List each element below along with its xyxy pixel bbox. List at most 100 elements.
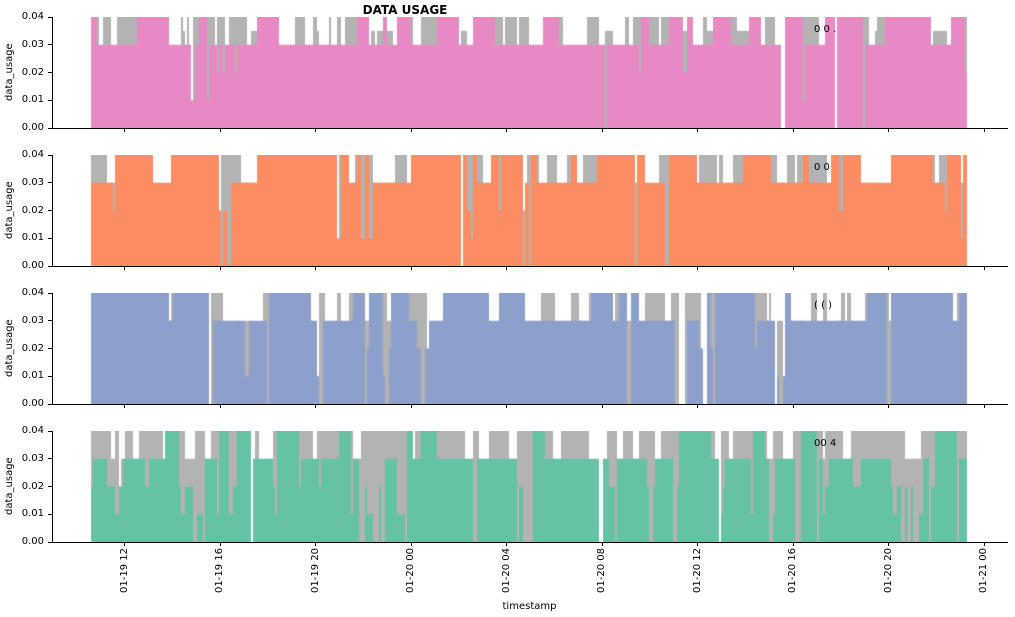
y-tick-label: 0.02 xyxy=(21,480,44,492)
x-tick-label: 01-19 16 xyxy=(214,548,225,593)
y-tick-mark xyxy=(48,348,52,349)
x-tick-mark xyxy=(410,266,412,270)
y-tick-label: 0.00 xyxy=(21,260,44,271)
y-tick-mark xyxy=(48,430,52,432)
subplot-4: data_usage 00 4 01-19 12 01-19 16 01-19 20… xyxy=(0,425,1015,593)
area-chart-canvas-3 xyxy=(53,293,1008,404)
y-tick-label: 0.01 xyxy=(21,232,44,244)
subplot-3: data_usage ( ( ) 0.00 0.01 0.02 0.03 0.04 xyxy=(0,287,1015,409)
plot-area-1: 0 0 . xyxy=(52,17,1008,132)
y-tick-mark xyxy=(48,458,52,460)
x-tick-mark xyxy=(410,542,412,546)
y-tick-label: 0.01 xyxy=(21,508,44,520)
y-tick-mark xyxy=(48,265,52,267)
x-tick-mark xyxy=(983,542,985,546)
x-tick-mark xyxy=(124,266,125,270)
y-tick-label: 0.02 xyxy=(21,66,44,78)
x-tick-mark xyxy=(792,128,794,132)
y-tick-mark xyxy=(48,154,52,156)
x-tick-mark xyxy=(315,404,316,408)
x-tick-label: 01-21 00 xyxy=(978,548,989,593)
x-tick-label: 01-20 20 xyxy=(882,548,894,593)
y-tick-mark xyxy=(48,72,52,73)
x-tick-mark xyxy=(506,404,507,408)
annotation-text-4: 00 4 xyxy=(814,438,837,449)
y-tick-label: 0.01 xyxy=(21,370,44,382)
y-tick-label: 0.01 xyxy=(21,94,44,106)
y-tick-mark xyxy=(48,16,52,18)
y-tick-mark xyxy=(48,513,52,515)
chart-title: DATA USAGE xyxy=(362,3,448,17)
y-tick-label: 0.03 xyxy=(21,38,44,50)
y-tick-label: 0.02 xyxy=(21,204,44,216)
y-tick-label: 0.02 xyxy=(21,342,44,354)
x-tick-mark xyxy=(697,404,698,408)
plot-area-2: 0 0 xyxy=(52,155,1008,270)
x-tick-mark xyxy=(888,542,889,546)
y-tick-mark xyxy=(48,237,52,239)
x-tick-mark xyxy=(219,542,221,546)
y-tick-label: 0.04 xyxy=(21,149,44,160)
y-tick-mark xyxy=(48,375,52,377)
plot-area-3: ( ( ) xyxy=(52,293,1008,408)
plot-area-4: 00 4 01-19 12 01-19 16 01-19 20 01-20 00 01-… xyxy=(52,431,1008,593)
subplot-1: data_usage 0 0 . 0.00 0.01 0.02 0.03 0.04 xyxy=(0,11,1015,133)
annotation-text-1: 0 0 . xyxy=(814,24,837,35)
y-tick-mark xyxy=(48,127,52,129)
x-tick-mark xyxy=(792,404,794,408)
x-tick-mark xyxy=(124,404,125,408)
y-tick-mark xyxy=(48,320,52,322)
y-tick-label: 0.00 xyxy=(21,398,44,409)
x-tick-label: 01-20 16 xyxy=(787,548,798,593)
x-tick-mark xyxy=(315,128,316,132)
x-tick-mark xyxy=(601,266,603,270)
y-tick-label: 0.04 xyxy=(21,11,44,22)
y-tick-label: 0.00 xyxy=(21,122,44,133)
x-tick-label: 01-20 12 xyxy=(691,548,703,593)
x-tick-mark xyxy=(792,542,794,546)
annotation-text-2: 0 0 xyxy=(814,162,830,173)
x-axis-label: timestamp xyxy=(502,601,557,612)
annotation-text-3: ( ( ) xyxy=(814,300,833,311)
x-tick-label: 01-19 12 xyxy=(118,548,130,593)
x-tick-mark xyxy=(124,128,125,132)
y-tick-mark xyxy=(48,210,52,211)
x-tick-label: 01-20 04 xyxy=(500,548,512,593)
y-tick-mark xyxy=(48,541,52,543)
x-tick-mark xyxy=(219,266,221,270)
x-tick-mark xyxy=(219,128,221,132)
y-tick-mark xyxy=(48,44,52,46)
area-chart-canvas-4 xyxy=(53,431,1008,542)
x-tick-mark xyxy=(888,266,889,270)
y-tick-mark xyxy=(48,403,52,405)
y-tick-label: 0.00 xyxy=(21,536,44,547)
y-tick-label: 0.03 xyxy=(21,176,44,188)
x-tick-mark xyxy=(792,266,794,270)
x-tick-mark xyxy=(601,128,603,132)
y-tick-mark xyxy=(48,182,52,184)
y-tick-label: 0.03 xyxy=(21,314,44,326)
x-tick-mark xyxy=(601,404,603,408)
x-tick-label: 01-20 08 xyxy=(596,548,607,593)
y-tick-mark xyxy=(48,292,52,294)
x-tick-mark xyxy=(601,542,603,546)
x-tick-mark xyxy=(697,266,698,270)
x-tick-mark xyxy=(697,128,698,132)
area-chart-canvas-1 xyxy=(53,17,1008,128)
x-tick-mark xyxy=(983,404,985,408)
x-tick-label: 01-19 20 xyxy=(309,548,321,593)
x-tick-mark xyxy=(506,542,507,546)
y-tick-mark xyxy=(48,99,52,101)
y-tick-label: 0.04 xyxy=(21,425,44,436)
x-tick-mark xyxy=(410,128,412,132)
x-tick-mark xyxy=(219,404,221,408)
x-tick-mark xyxy=(697,542,698,546)
x-tick-mark xyxy=(888,128,889,132)
x-tick-mark xyxy=(506,128,507,132)
y-tick-label: 0.03 xyxy=(21,452,44,464)
x-tick-mark xyxy=(315,266,316,270)
x-tick-mark xyxy=(983,266,985,270)
area-chart-canvas-2 xyxy=(53,155,1008,266)
x-tick-mark xyxy=(315,542,316,546)
x-tick-mark xyxy=(983,128,985,132)
